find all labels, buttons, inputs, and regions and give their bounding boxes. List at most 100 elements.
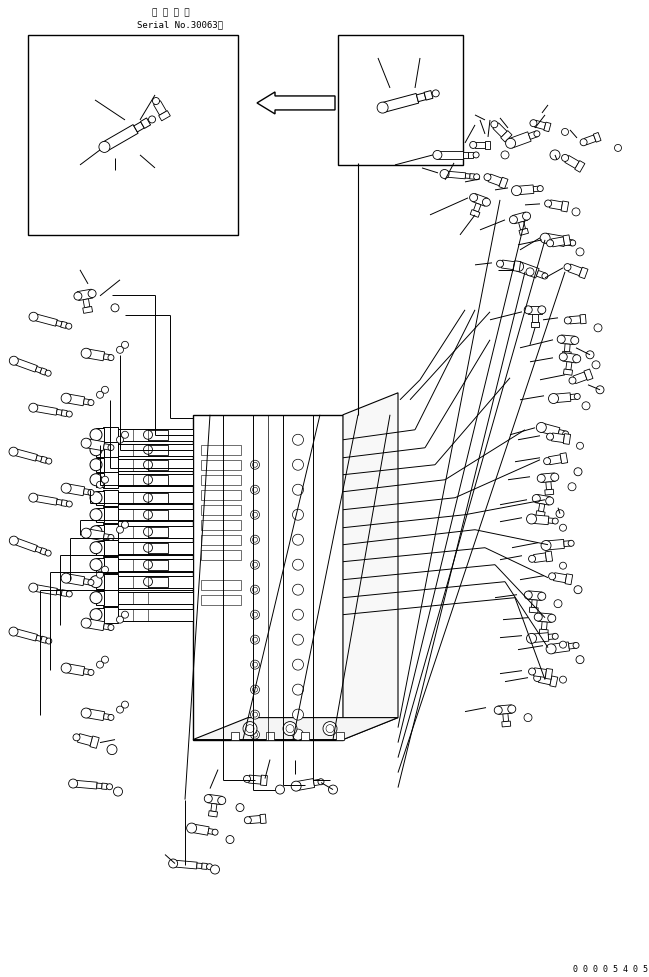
Circle shape [117, 616, 123, 623]
Circle shape [251, 635, 260, 644]
Circle shape [283, 722, 297, 736]
Circle shape [440, 169, 449, 179]
Circle shape [559, 641, 567, 648]
Circle shape [88, 579, 94, 585]
Polygon shape [154, 101, 166, 115]
Circle shape [121, 521, 129, 529]
Polygon shape [103, 533, 112, 540]
Circle shape [217, 796, 226, 804]
Bar [118, 592, 193, 604]
Circle shape [143, 493, 153, 502]
Bar [148, 542, 168, 553]
Polygon shape [519, 229, 528, 235]
Bar [118, 429, 193, 441]
Bar [201, 534, 241, 545]
Circle shape [29, 313, 38, 321]
Bar [103, 457, 118, 473]
Circle shape [143, 475, 153, 485]
Polygon shape [512, 212, 528, 224]
Polygon shape [580, 315, 586, 323]
Circle shape [474, 174, 480, 180]
Polygon shape [546, 539, 565, 550]
Bar [96, 473, 104, 487]
Bar [201, 579, 241, 590]
Polygon shape [463, 152, 468, 157]
Polygon shape [83, 307, 93, 314]
Circle shape [470, 193, 478, 201]
Polygon shape [561, 335, 575, 345]
Polygon shape [528, 306, 542, 314]
Polygon shape [103, 444, 112, 450]
FancyArrow shape [257, 92, 335, 114]
Polygon shape [40, 548, 47, 555]
Bar [148, 560, 168, 570]
Circle shape [545, 200, 552, 207]
Circle shape [570, 336, 579, 345]
Circle shape [482, 198, 491, 206]
Polygon shape [472, 193, 488, 206]
Polygon shape [562, 352, 571, 358]
Circle shape [117, 346, 123, 354]
Polygon shape [533, 668, 546, 677]
Circle shape [61, 573, 71, 583]
Circle shape [226, 835, 234, 843]
Circle shape [251, 460, 260, 469]
Polygon shape [550, 642, 570, 654]
Polygon shape [565, 238, 573, 246]
Circle shape [90, 541, 102, 554]
Circle shape [293, 434, 304, 446]
Bar [103, 590, 118, 606]
Bar [148, 492, 168, 503]
Polygon shape [40, 367, 47, 375]
Bar [96, 574, 104, 589]
Circle shape [576, 248, 584, 256]
Bar [201, 505, 241, 515]
Bar [338, 35, 463, 165]
Polygon shape [141, 118, 151, 128]
Polygon shape [499, 177, 508, 189]
Bar [201, 595, 241, 605]
Polygon shape [485, 141, 490, 149]
Circle shape [528, 555, 535, 563]
Polygon shape [532, 600, 537, 608]
Circle shape [107, 744, 117, 754]
Circle shape [61, 663, 71, 673]
Bar [103, 507, 118, 523]
Circle shape [252, 613, 258, 617]
Circle shape [293, 459, 304, 470]
Bar [96, 591, 104, 605]
Bar [118, 474, 193, 486]
Polygon shape [552, 433, 565, 443]
Circle shape [143, 543, 153, 552]
Polygon shape [61, 500, 67, 506]
Circle shape [81, 348, 91, 359]
Polygon shape [536, 511, 545, 517]
Circle shape [187, 823, 197, 833]
Polygon shape [584, 135, 596, 145]
Circle shape [508, 705, 516, 713]
Bar [103, 573, 118, 590]
Circle shape [88, 669, 94, 675]
Bar [103, 539, 118, 556]
Polygon shape [158, 110, 170, 121]
Polygon shape [61, 409, 67, 416]
Polygon shape [12, 537, 38, 552]
Polygon shape [548, 454, 561, 465]
Circle shape [293, 559, 304, 571]
Polygon shape [295, 779, 315, 790]
Polygon shape [103, 713, 112, 720]
Circle shape [252, 512, 258, 517]
Polygon shape [12, 448, 38, 461]
Circle shape [88, 289, 96, 298]
Polygon shape [566, 361, 572, 370]
Bar [201, 475, 241, 485]
Bar [201, 460, 241, 470]
Polygon shape [503, 713, 509, 722]
Polygon shape [32, 494, 57, 505]
Polygon shape [465, 174, 470, 179]
Circle shape [149, 116, 156, 123]
Circle shape [251, 710, 260, 719]
Circle shape [293, 729, 304, 741]
Circle shape [243, 722, 257, 736]
Circle shape [90, 575, 102, 588]
